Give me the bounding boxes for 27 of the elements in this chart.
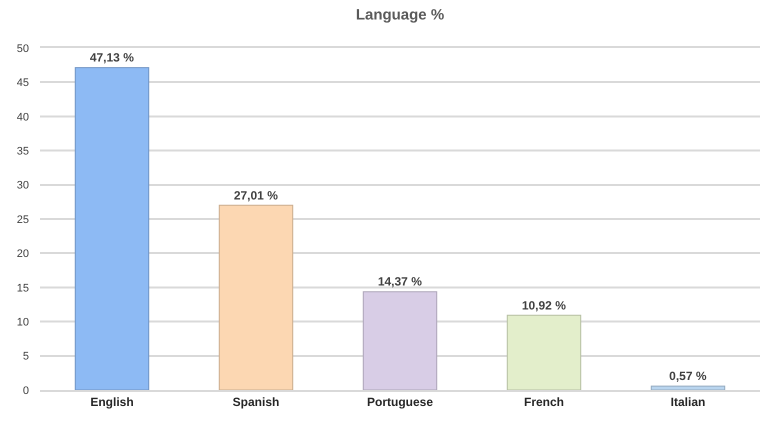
y-tick-label: 5 [22, 350, 29, 363]
data-label: 14,37 % [378, 274, 422, 289]
x-tick-label: Spanish [232, 395, 280, 410]
bar [74, 67, 150, 390]
y-tick-label: 30 [16, 180, 29, 192]
y-tick-label: 0 [22, 384, 29, 397]
y-tick-label: 45 [16, 77, 29, 90]
chart-title: Language % [356, 6, 444, 24]
y-tick-label: 40 [16, 111, 29, 124]
x-tick-label: English [90, 395, 134, 410]
y-tick-label: 50 [16, 42, 29, 55]
bar [506, 314, 582, 390]
data-label: 0,57 % [669, 369, 707, 384]
data-label: 27,01 % [234, 188, 278, 202]
x-tick-label: French [524, 395, 564, 410]
bar [362, 291, 438, 390]
x-tick-label: Italian [670, 395, 706, 410]
bar [218, 204, 294, 390]
y-tick-label: 15 [16, 282, 29, 294]
data-label: 10,92 % [522, 298, 566, 312]
y-tick-label: 20 [16, 248, 29, 260]
y-tick-label: 35 [16, 145, 29, 158]
y-tick-label: 25 [16, 214, 29, 226]
x-tick-label: Portuguese [366, 395, 434, 410]
y-tick-label: 10 [16, 316, 29, 328]
bar [650, 386, 726, 390]
data-label: 47,13 % [90, 50, 134, 65]
